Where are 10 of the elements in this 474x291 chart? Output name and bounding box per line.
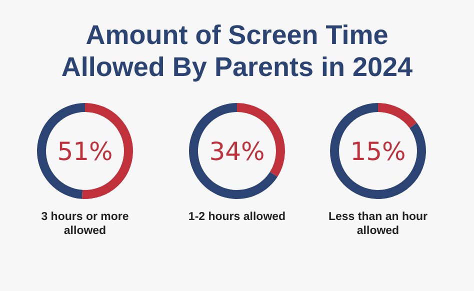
text: Less than an hour allowed: [328, 211, 428, 237]
donut-slice: [189, 103, 278, 199]
text: 3 hours or more allowed: [41, 211, 129, 237]
text: 51%: [57, 137, 113, 166]
text: 1-2 hours allowed: [188, 211, 286, 223]
text: 15%: [350, 137, 406, 166]
donut-slice: [378, 103, 417, 128]
text: Amount of Screen Time Allowed By Parents in 2024: [61, 20, 413, 82]
text: 34%: [209, 137, 265, 166]
donut-slice: [330, 103, 426, 199]
